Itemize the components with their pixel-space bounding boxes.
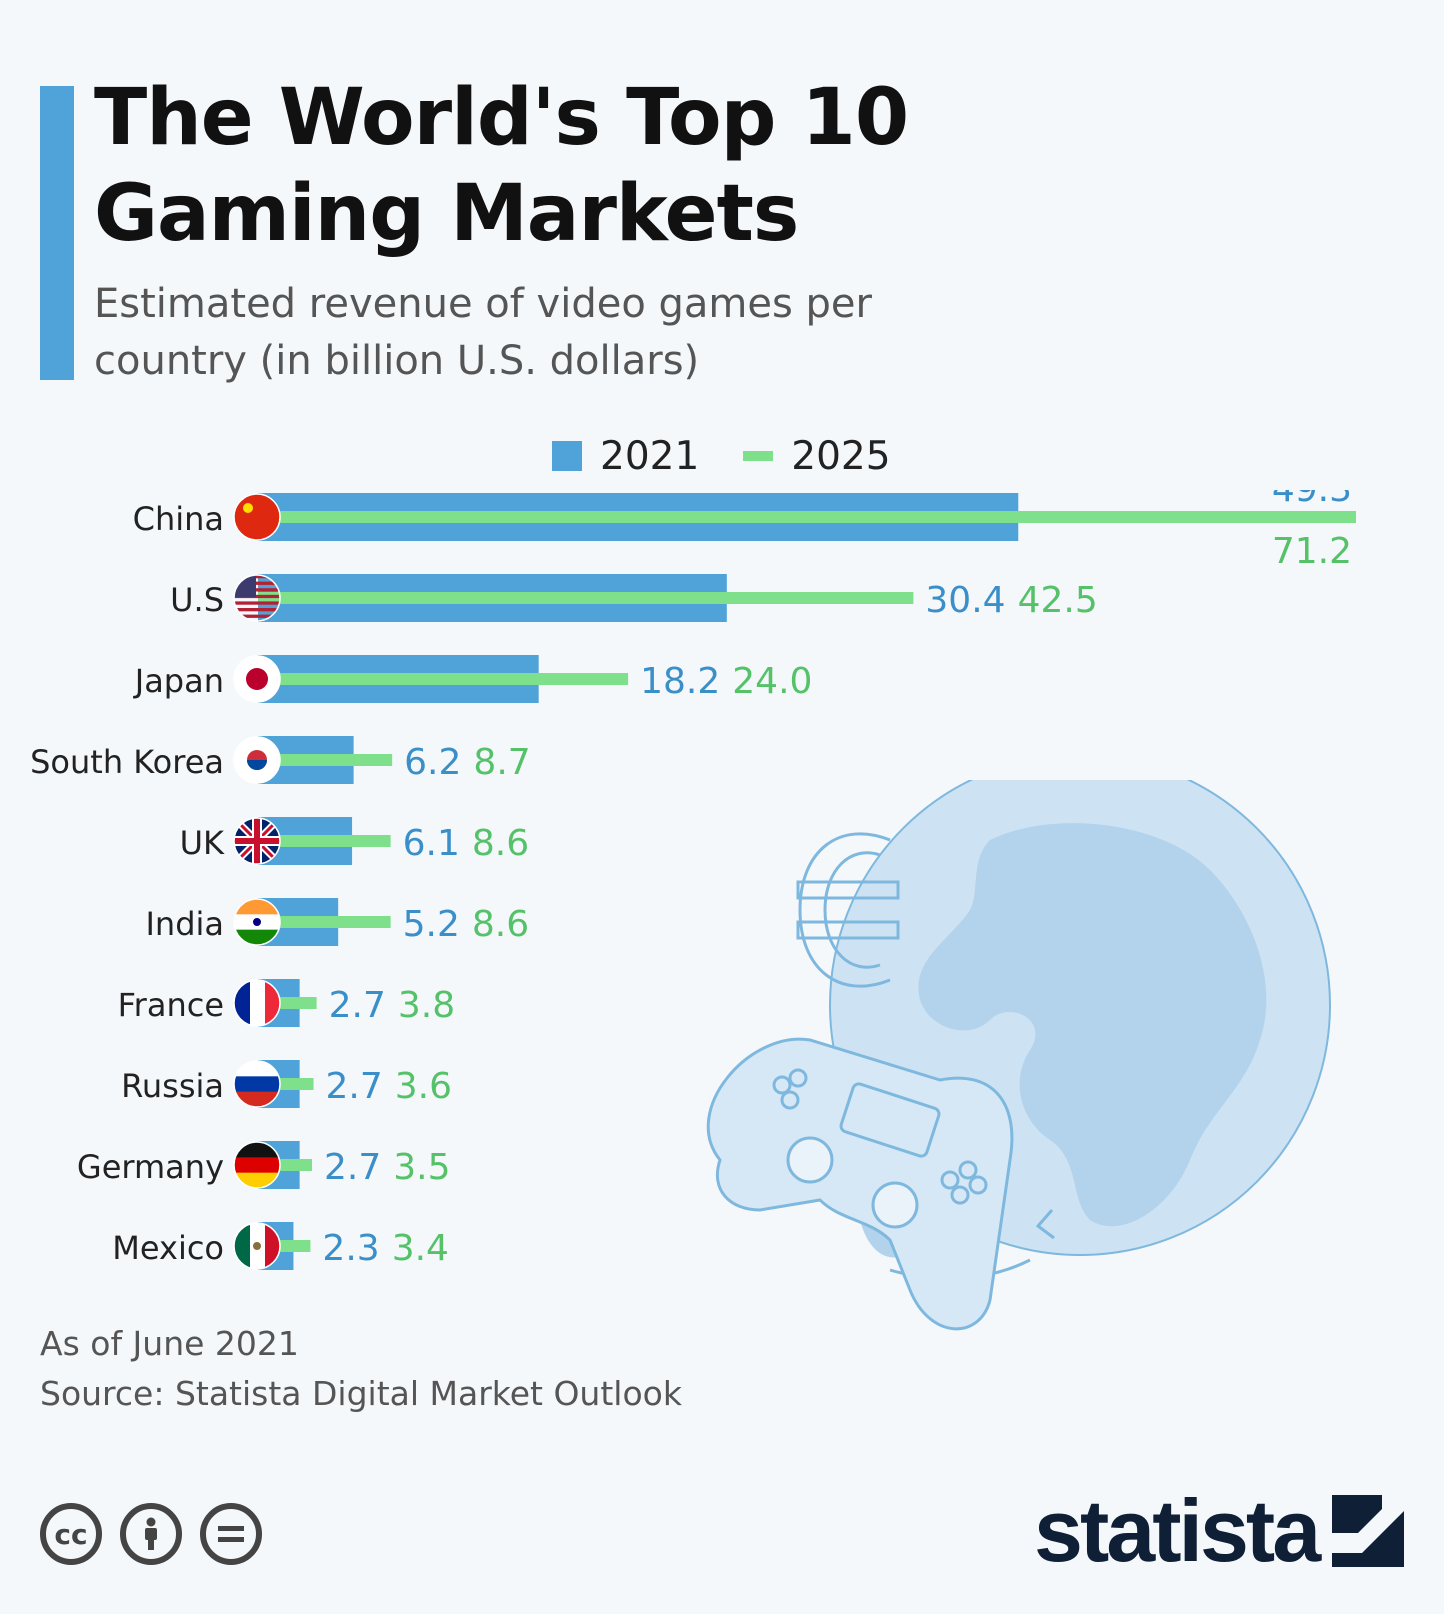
category-label: UK — [180, 824, 225, 862]
legend-swatch-2025 — [743, 451, 774, 461]
value-label-2021: 5.2 — [403, 904, 460, 945]
category-label: France — [118, 986, 224, 1024]
category-label: China — [133, 500, 224, 538]
title-accent-bar — [40, 86, 74, 380]
bar-2025-u-s — [258, 592, 914, 604]
statista-mark-icon — [1332, 1495, 1405, 1567]
value-label-2021: 30.4 — [925, 580, 1005, 621]
uk-flag-icon — [234, 818, 280, 864]
globe-gamepad-illustration — [706, 780, 1331, 1331]
china-flag-icon — [234, 494, 280, 540]
value-label-2025: 8.6 — [472, 823, 529, 864]
attribution-icon[interactable] — [120, 1503, 182, 1565]
category-label: U.S — [170, 581, 224, 619]
value-label-2021: 2.7 — [326, 1066, 383, 1107]
statista-logo[interactable]: statista — [1034, 1480, 1405, 1582]
category-label: India — [145, 905, 224, 943]
flag-border — [233, 1060, 281, 1108]
flag-border — [233, 493, 281, 541]
value-label-2025: 71.2 — [1272, 531, 1352, 572]
value-label-2021: 6.1 — [403, 823, 460, 864]
value-label-2021: 49.3 — [1272, 490, 1352, 510]
no-derivatives-icon[interactable] — [200, 1503, 262, 1565]
category-label: Germany — [77, 1148, 224, 1186]
bar-2025-india — [258, 916, 391, 928]
flag-border — [233, 655, 281, 703]
category-label: Russia — [121, 1067, 224, 1105]
bar-2025-japan — [258, 673, 629, 685]
bar-chart: China 49.3 71.2 U.S 30.4 42.5 Japan 18.2 24.0 Sou… — [30, 490, 1356, 1270]
value-label-2025: 3.4 — [392, 1228, 449, 1269]
bar-2025-south-korea — [258, 754, 393, 766]
chart-title: The World's Top 10 Gaming Markets — [94, 73, 909, 259]
flag-border — [233, 574, 281, 622]
value-label-2025: 3.5 — [393, 1147, 450, 1188]
value-label-2025: 24.0 — [732, 661, 812, 702]
value-label-2025: 3.6 — [395, 1066, 452, 1107]
france-flag-icon — [234, 980, 280, 1026]
license-icons: cc — [40, 1503, 280, 1565]
flag-border — [233, 736, 281, 784]
category-label: South Korea — [30, 743, 224, 781]
date-note: As of June 2021 — [40, 1324, 299, 1363]
south-korea-flag-icon — [234, 737, 280, 783]
cc-icon[interactable]: cc — [40, 1503, 102, 1565]
value-label-2021: 6.2 — [404, 742, 461, 783]
value-label-2021: 2.7 — [329, 985, 386, 1026]
bar-2025-china — [258, 511, 1356, 523]
value-label-2025: 42.5 — [1018, 580, 1098, 621]
bar-2025-uk — [258, 835, 391, 847]
source-note: Source: Statista Digital Market Outlook — [40, 1374, 682, 1413]
value-label-2025: 8.7 — [473, 742, 530, 783]
euro-icon — [796, 832, 900, 988]
brand-name: statista — [1034, 1481, 1321, 1580]
value-label-2021: 18.2 — [640, 661, 720, 702]
russia-flag-icon — [234, 1061, 280, 1107]
value-label-2025: 8.6 — [472, 904, 529, 945]
category-label: Japan — [133, 662, 224, 700]
flag-border — [233, 1222, 281, 1270]
japan-flag-icon — [234, 656, 280, 702]
category-label: Mexico — [112, 1229, 224, 1267]
value-label-2021: 2.3 — [322, 1228, 379, 1269]
value-label-2021: 2.7 — [324, 1147, 381, 1188]
chart-subtitle: Estimated revenue of video games per cou… — [94, 281, 872, 384]
legend-label-2025: 2025 — [791, 433, 891, 479]
legend-label-2021: 2021 — [600, 433, 700, 479]
flag-border — [233, 898, 281, 946]
flag-border — [233, 1141, 281, 1189]
gamepad-icon — [706, 1037, 1014, 1331]
flag-border — [233, 979, 281, 1027]
legend: 2021 2025 — [552, 432, 891, 480]
value-label-2025: 3.8 — [398, 985, 455, 1026]
flag-border — [233, 817, 281, 865]
legend-swatch-2021 — [552, 441, 582, 471]
